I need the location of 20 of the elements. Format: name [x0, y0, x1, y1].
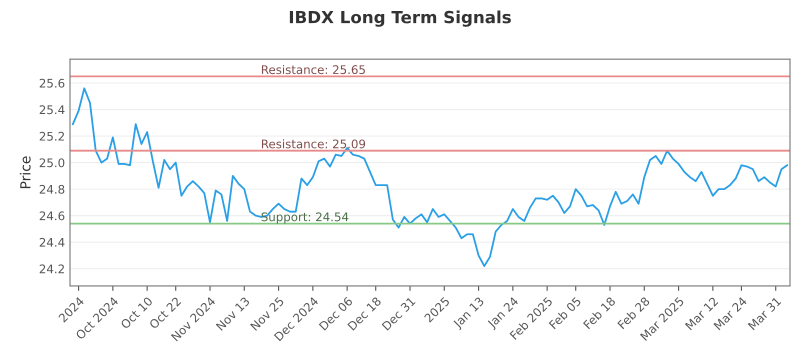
x-tick-label: Nov 13: [216, 296, 250, 331]
y-tick-label: 24.4: [40, 238, 64, 247]
y-tick-label: 25.4: [40, 105, 64, 114]
y-tick-label: 25.2: [40, 132, 64, 141]
x-tick-label: Mar 31: [748, 296, 782, 330]
y-tick-label: 24.6: [40, 211, 64, 220]
x-tick-label: Jan 13: [452, 296, 486, 330]
y-tick-label: 24.2: [40, 264, 64, 274]
chart-title: IBDX Long Term Signals: [290, 10, 511, 27]
y-tick-label: 25.0: [40, 158, 64, 168]
y-tick-label: 25.6: [40, 78, 64, 88]
y-axis-title: Price: [20, 156, 31, 188]
ref-line-label: Resistance: 25.09: [262, 139, 366, 148]
line-series: [72, 87, 788, 267]
x-tick-label: Feb 18: [582, 296, 616, 330]
ref-line-label: Support: 24.54: [262, 212, 348, 224]
x-tick-label: Dec 31: [382, 296, 416, 331]
y-tick-label: 24.8: [40, 184, 64, 194]
x-tick-label: Feb 28: [617, 296, 650, 330]
ref-line-label: Resistance: 25.65: [262, 64, 365, 74]
